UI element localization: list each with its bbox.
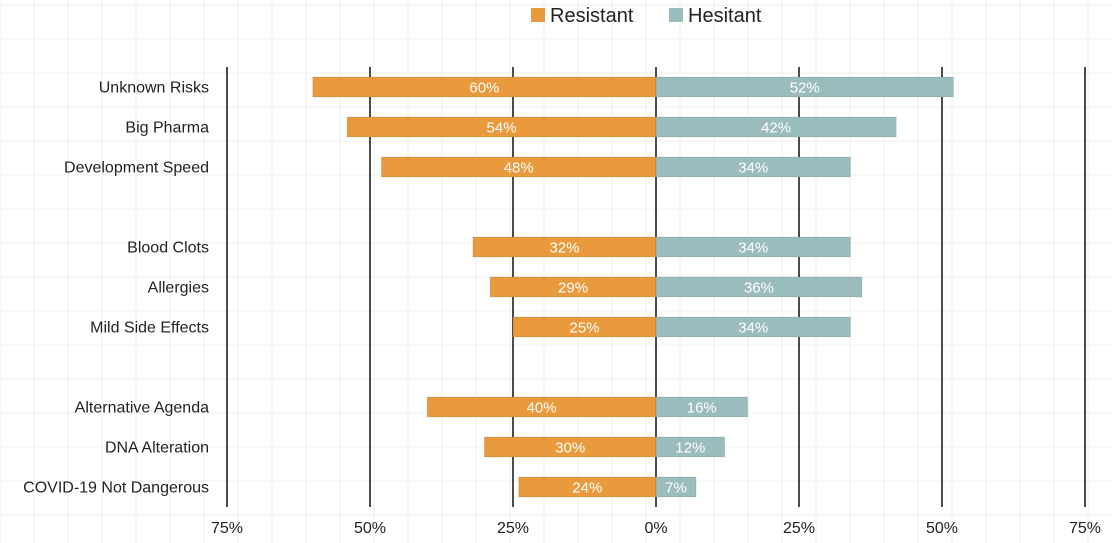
bar-data-label: 7% [665,480,687,497]
bar-data-label: 34% [738,240,768,257]
bar-data-label: 24% [572,480,602,497]
bar-data-label: 42% [761,120,791,137]
category-label: Unknown Risks [99,80,209,97]
bar-hesitant [655,396,748,418]
category-label: Mild Side Effects [90,320,209,337]
bar-data-label: 60% [469,80,499,97]
bar-hesitant [655,436,726,458]
bar-data-label: 36% [744,280,774,297]
bar-data-label: 32% [549,240,579,257]
x-tick-label: 25% [783,520,815,537]
bar-hesitant [655,276,863,298]
bar-hesitant [655,476,697,498]
bar-data-label: 34% [738,160,768,177]
category-label: Blood Clots [127,240,209,257]
legend-swatch-resistant [531,8,545,22]
bar-data-label: 54% [487,120,517,137]
bar-data-label: 30% [555,440,585,457]
axis-layer: 75% 50% 25% 0% 25% 50% 75% [211,67,1101,537]
x-tick-label: 25% [497,520,529,537]
bar-data-label: 29% [558,280,588,297]
category-label: DNA Alteration [105,440,209,457]
legend-swatch-hesitant [669,8,683,22]
category-label: Alternative Agenda [75,400,209,417]
x-tick-label: 50% [926,520,958,537]
x-tick-label: 75% [1069,520,1101,537]
bar-data-label: 40% [527,400,557,417]
legend-label-resistant: Resistant [550,5,634,27]
bar-data-label: 16% [687,400,717,417]
category-label: COVID-19 Not Dangerous [23,480,209,497]
bar-hesitant [655,76,954,98]
bar-data-label: 52% [790,80,820,97]
bar-data-label: 12% [675,440,705,457]
bar-data-label: 48% [504,160,534,177]
bar-hesitant [655,116,897,138]
legend: Resistant Hesitant [531,5,762,27]
bar-hesitant [655,316,851,338]
bar-data-label: 25% [569,320,599,337]
bar-hesitant [655,236,851,258]
legend-label-hesitant: Hesitant [688,5,762,27]
label-layer: Unknown Risks 60% 52% Big Pharma 54% 42% Devel… [23,80,820,497]
category-label: Big Pharma [125,120,209,137]
bar-layer [312,76,954,498]
x-tick-label: 75% [211,520,243,537]
bar-data-label: 34% [738,320,768,337]
category-label: Allergies [148,280,209,297]
bar-hesitant [655,156,851,178]
x-tick-label: 50% [354,520,386,537]
x-tick-label: 0% [644,520,667,537]
category-label: Development Speed [64,160,209,177]
